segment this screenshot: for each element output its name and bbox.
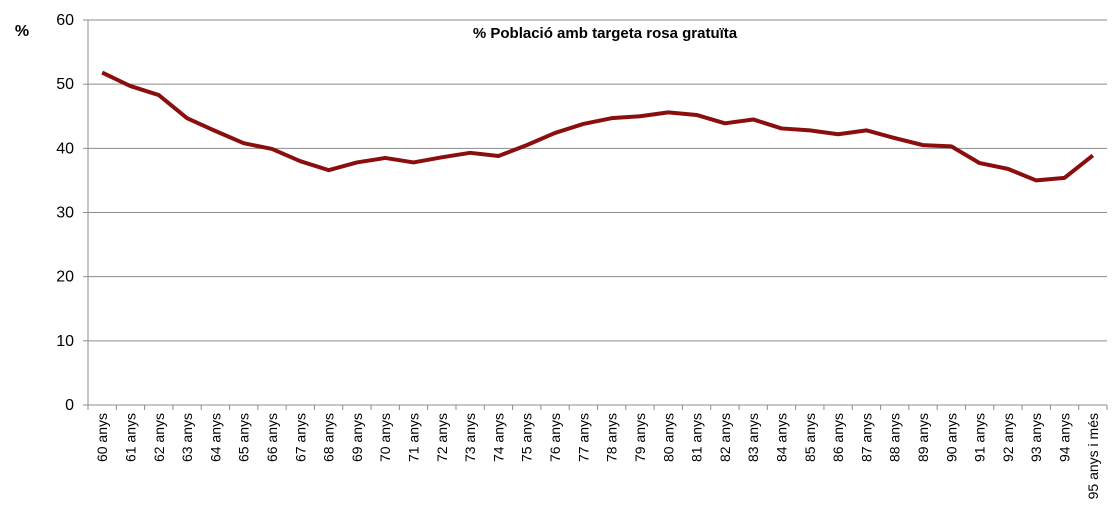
- x-tick-label: 61 anys: [122, 413, 138, 462]
- x-tick-label: 68 anys: [321, 413, 337, 462]
- x-tick-label: 92 anys: [1000, 413, 1016, 462]
- x-tick-label: 69 anys: [349, 413, 365, 462]
- x-tick-label: 62 anys: [151, 413, 167, 462]
- x-tick-label: 79 anys: [632, 413, 648, 462]
- x-tick-label: 71 anys: [406, 413, 422, 462]
- x-tick-label: 72 anys: [434, 413, 450, 462]
- y-axis-label: %: [15, 23, 29, 40]
- x-tick-label: 65 anys: [236, 413, 252, 462]
- x-tick-label: 66 anys: [264, 413, 280, 462]
- x-tick-label: 93 anys: [1028, 413, 1044, 462]
- data-line: [101, 70, 1095, 183]
- y-tick-label: 20: [56, 269, 74, 286]
- x-tick-label: 73 anys: [462, 413, 478, 462]
- x-tick-label: 91 anys: [972, 413, 988, 462]
- x-tick-label: 64 anys: [207, 413, 223, 462]
- y-tick-label: 50: [56, 76, 74, 93]
- x-tick-label: 94 anys: [1057, 413, 1073, 462]
- x-tick-label: 90 anys: [943, 413, 959, 462]
- x-tick-label: 89 anys: [915, 413, 931, 462]
- x-tick-label: 84 anys: [773, 413, 789, 462]
- x-tick-label: 70 anys: [377, 413, 393, 462]
- x-tick-label: 67 anys: [292, 413, 308, 462]
- y-tick-label: 60: [56, 12, 74, 29]
- y-tick-label: 0: [65, 397, 74, 414]
- chart-title: % Població amb targeta rosa gratuïta: [473, 25, 738, 42]
- x-tick-label: 76 anys: [547, 413, 563, 462]
- x-tick-label: 88 anys: [887, 413, 903, 462]
- x-tick-label: 74 anys: [490, 413, 506, 462]
- x-tick-label: 63 anys: [179, 413, 195, 462]
- x-tick-label: 75 anys: [519, 413, 535, 462]
- x-tick-label: 82 anys: [717, 413, 733, 462]
- x-tick-label: 77 anys: [575, 413, 591, 462]
- x-tick-label: 81 anys: [689, 413, 705, 462]
- x-tick-label: 86 anys: [830, 413, 846, 462]
- x-tick-label: 87 anys: [858, 413, 874, 462]
- y-tick-label: 40: [56, 140, 74, 157]
- x-tick-label: 78 anys: [604, 413, 620, 462]
- x-tick-label: 80 anys: [660, 413, 676, 462]
- x-tick-label: 95 anys i més: [1085, 413, 1101, 499]
- x-tick-label: 83 anys: [745, 413, 761, 462]
- x-tick-label: 60 anys: [94, 413, 110, 462]
- x-tick-label: 85 anys: [802, 413, 818, 462]
- y-tick-label: 30: [56, 205, 74, 222]
- y-tick-label: 10: [56, 333, 74, 350]
